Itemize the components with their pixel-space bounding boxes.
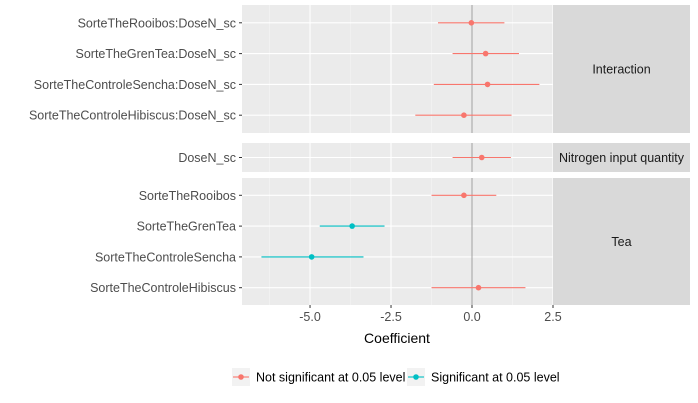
legend-item: Significant at 0.05 level: [407, 368, 560, 386]
term-label: DoseN_sc: [178, 151, 236, 165]
estimate-point: [482, 50, 489, 57]
estimate-point: [461, 112, 467, 118]
legend: Not significant at 0.05 level Significant…: [232, 368, 560, 386]
legend-key-point: [413, 374, 419, 380]
x-axis: -5.0 -2.5 0.0 2.5: [299, 305, 562, 324]
facet-strip-label: Interaction: [592, 63, 650, 77]
term-label: SorteTheGrenTea:DoseN_sc: [76, 47, 237, 61]
estimate-point: [475, 284, 482, 291]
term-label: SorteTheGrenTea: [137, 220, 236, 234]
facet-strip: [553, 143, 690, 172]
estimate-point: [349, 223, 355, 229]
plot-panels: SorteTheRooibos:DoseN_sc SorteTheGrenTea:…: [29, 5, 690, 305]
term-label: SorteTheRooibos: [139, 189, 236, 203]
panel-interaction: SorteTheRooibos:DoseN_sc SorteTheGrenTea:…: [29, 5, 690, 133]
estimate-point: [461, 192, 467, 199]
facet-strip: [553, 5, 690, 133]
term-label: SorteTheControleSencha: [95, 250, 236, 264]
estimate-point: [468, 20, 475, 26]
term-label: SorteTheControleHibiscus:DoseN_sc: [29, 109, 236, 123]
panel-background: [242, 5, 553, 133]
x-axis-title: Coefficient: [364, 330, 430, 346]
term-label: SorteTheControleHibiscus: [90, 281, 236, 295]
x-tick-label: 2.5: [544, 310, 561, 324]
panel-background: [242, 178, 553, 305]
facet-strip-label: Tea: [611, 235, 631, 249]
x-tick-label: -2.5: [380, 310, 402, 324]
estimate-point: [308, 254, 315, 260]
panel-nitrogen-input-quantity: DoseN_sc Nitrogen input quantity: [178, 143, 690, 172]
facet-strip-label: Nitrogen input quantity: [559, 151, 685, 165]
legend-key-point: [238, 374, 244, 380]
term-label: SorteTheRooibos:DoseN_sc: [78, 16, 236, 30]
estimate-point: [484, 81, 491, 88]
estimate-point: [478, 154, 485, 161]
legend-label: Not significant at 0.05 level: [256, 371, 405, 385]
term-label: SorteTheControleSencha:DoseN_sc: [34, 78, 236, 92]
x-tick-label: -5.0: [299, 310, 321, 324]
x-tick-label: 0.0: [463, 310, 480, 324]
facet-strip: [553, 178, 690, 305]
legend-label: Significant at 0.05 level: [431, 371, 560, 385]
panel-tea: SorteTheRooibos SorteTheGrenTea SorteTheCo…: [90, 178, 690, 305]
legend-item: Not significant at 0.05 level: [232, 368, 405, 386]
